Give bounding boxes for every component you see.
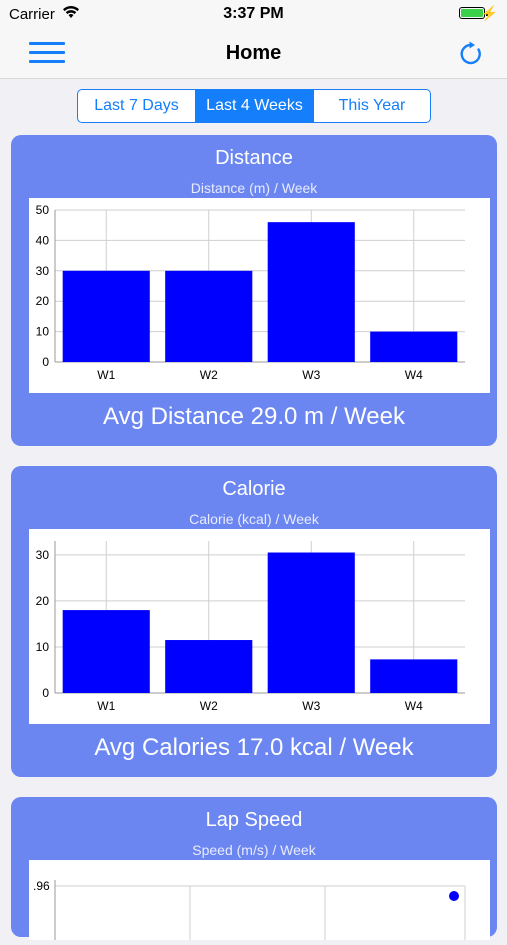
segment-this-year[interactable]: This Year bbox=[313, 90, 430, 122]
y-tick-label: .96 bbox=[33, 879, 50, 893]
x-tick-label: W4 bbox=[405, 699, 423, 713]
lap-speed-chart: .96 bbox=[29, 860, 490, 940]
card-title: Lap Speed bbox=[205, 809, 303, 831]
page-title: Home bbox=[225, 42, 282, 64]
average-label: Avg Distance 29.0 m / Week bbox=[103, 403, 405, 430]
bar-w1 bbox=[62, 270, 150, 362]
bar-w4 bbox=[370, 659, 458, 693]
calorie-bar-chart: 0 10 20 30 W1 W2 W3 W4 bbox=[36, 541, 465, 713]
carrier-label: Carrier bbox=[9, 6, 55, 23]
y-tick-label: 10 bbox=[36, 640, 50, 654]
bar-w2 bbox=[165, 640, 253, 693]
card-title: Calorie bbox=[222, 478, 286, 500]
hamburger-menu-icon[interactable] bbox=[29, 40, 65, 66]
distance-bar-chart: 0 10 20 30 40 50 W1 W2 W3 W4 bbox=[36, 203, 465, 382]
period-segmented-control: Last 7 Days Last 4 Weeks This Year bbox=[77, 89, 431, 123]
card-subtitle: Calorie (kcal) / Week bbox=[189, 511, 319, 527]
y-tick-label: 20 bbox=[36, 594, 50, 608]
card-subtitle: Speed (m/s) / Week bbox=[192, 842, 316, 858]
x-tick-label: W2 bbox=[200, 368, 218, 382]
y-tick-label: 0 bbox=[42, 355, 49, 369]
y-tick-label: 10 bbox=[36, 325, 50, 339]
card-subtitle: Distance (m) / Week bbox=[190, 180, 318, 196]
calorie-card: Calorie Calorie (kcal) / Week 0 10 20 30 W1 W… bbox=[11, 466, 497, 777]
segment-last-4-weeks[interactable]: Last 4 Weeks bbox=[195, 90, 313, 122]
x-tick-label: W1 bbox=[97, 368, 115, 382]
refresh-icon[interactable] bbox=[457, 40, 485, 68]
average-label: Avg Calories 17.0 kcal / Week bbox=[94, 734, 414, 761]
y-tick-label: 30 bbox=[36, 548, 50, 562]
calorie-chart: 0 10 20 30 W1 W2 W3 W4 bbox=[29, 529, 490, 724]
lap-speed-scatter-chart: .96 bbox=[33, 879, 466, 940]
wifi-icon bbox=[63, 6, 79, 18]
bar-w3 bbox=[267, 222, 355, 362]
bar-w3 bbox=[267, 552, 355, 693]
status-bar: Carrier 3:37 PM ⚡ bbox=[0, 0, 507, 30]
bar-w1 bbox=[62, 610, 150, 693]
distance-card: Distance Distance (m) / Week 0 10 20 30 40 50… bbox=[11, 135, 497, 446]
y-tick-label: 30 bbox=[36, 264, 50, 278]
bar-w4 bbox=[370, 331, 458, 362]
x-tick-label: W3 bbox=[302, 368, 320, 382]
data-point bbox=[449, 891, 459, 901]
y-tick-label: 50 bbox=[36, 203, 50, 217]
charging-bolt-icon: ⚡ bbox=[480, 5, 498, 21]
x-tick-label: W4 bbox=[405, 368, 423, 382]
distance-chart: 0 10 20 30 40 50 W1 W2 W3 W4 bbox=[29, 198, 490, 393]
y-tick-label: 0 bbox=[42, 686, 49, 700]
y-tick-label: 40 bbox=[36, 233, 50, 247]
lap-speed-card: Lap Speed Speed (m/s) / Week .96 bbox=[11, 797, 497, 940]
navigation-bar: Home bbox=[0, 30, 507, 79]
segment-last-7-days[interactable]: Last 7 Days bbox=[94, 97, 179, 114]
y-tick-label: 20 bbox=[36, 294, 50, 308]
battery-icon bbox=[459, 7, 488, 19]
bar-w2 bbox=[165, 270, 253, 362]
card-title: Distance bbox=[215, 147, 293, 169]
x-tick-label: W1 bbox=[97, 699, 115, 713]
x-tick-label: W3 bbox=[302, 699, 320, 713]
status-time: 3:37 PM bbox=[223, 5, 284, 22]
x-tick-label: W2 bbox=[200, 699, 218, 713]
